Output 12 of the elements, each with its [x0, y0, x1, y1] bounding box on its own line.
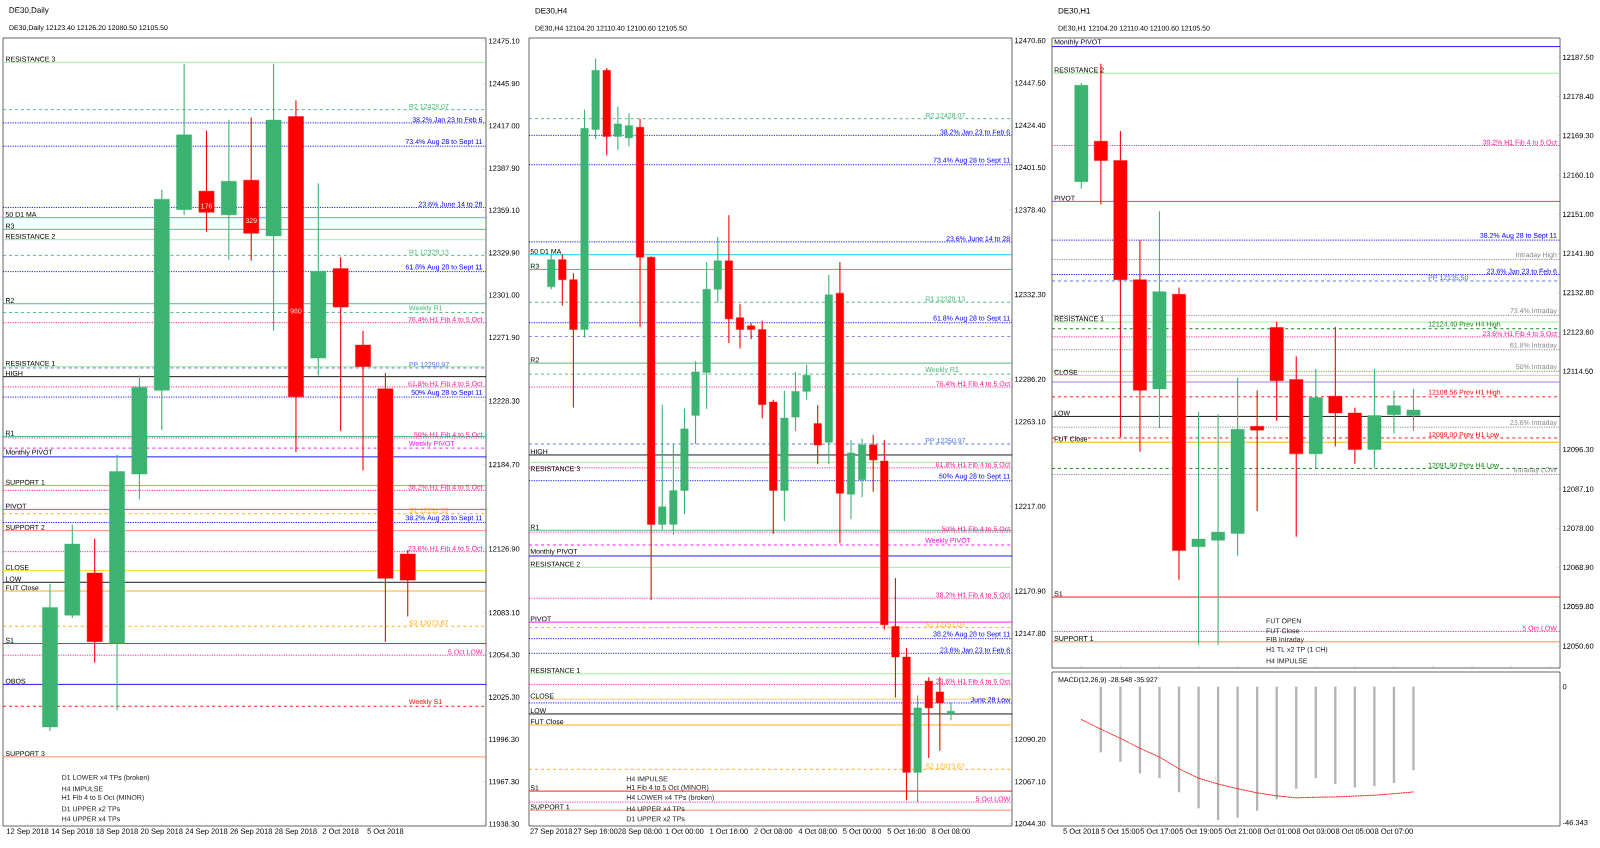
candlestick	[946, 701, 955, 721]
candlestick	[869, 434, 878, 493]
candlestick	[1406, 388, 1421, 432]
candlestick	[736, 303, 744, 349]
candlestick	[558, 253, 567, 306]
candlestick	[813, 404, 822, 465]
candlestick	[355, 330, 371, 471]
candlestick	[1387, 390, 1401, 435]
candlestick	[198, 130, 215, 233]
candlestick	[1211, 413, 1225, 646]
candlestick	[747, 322, 756, 340]
candlestick	[1191, 411, 1206, 646]
